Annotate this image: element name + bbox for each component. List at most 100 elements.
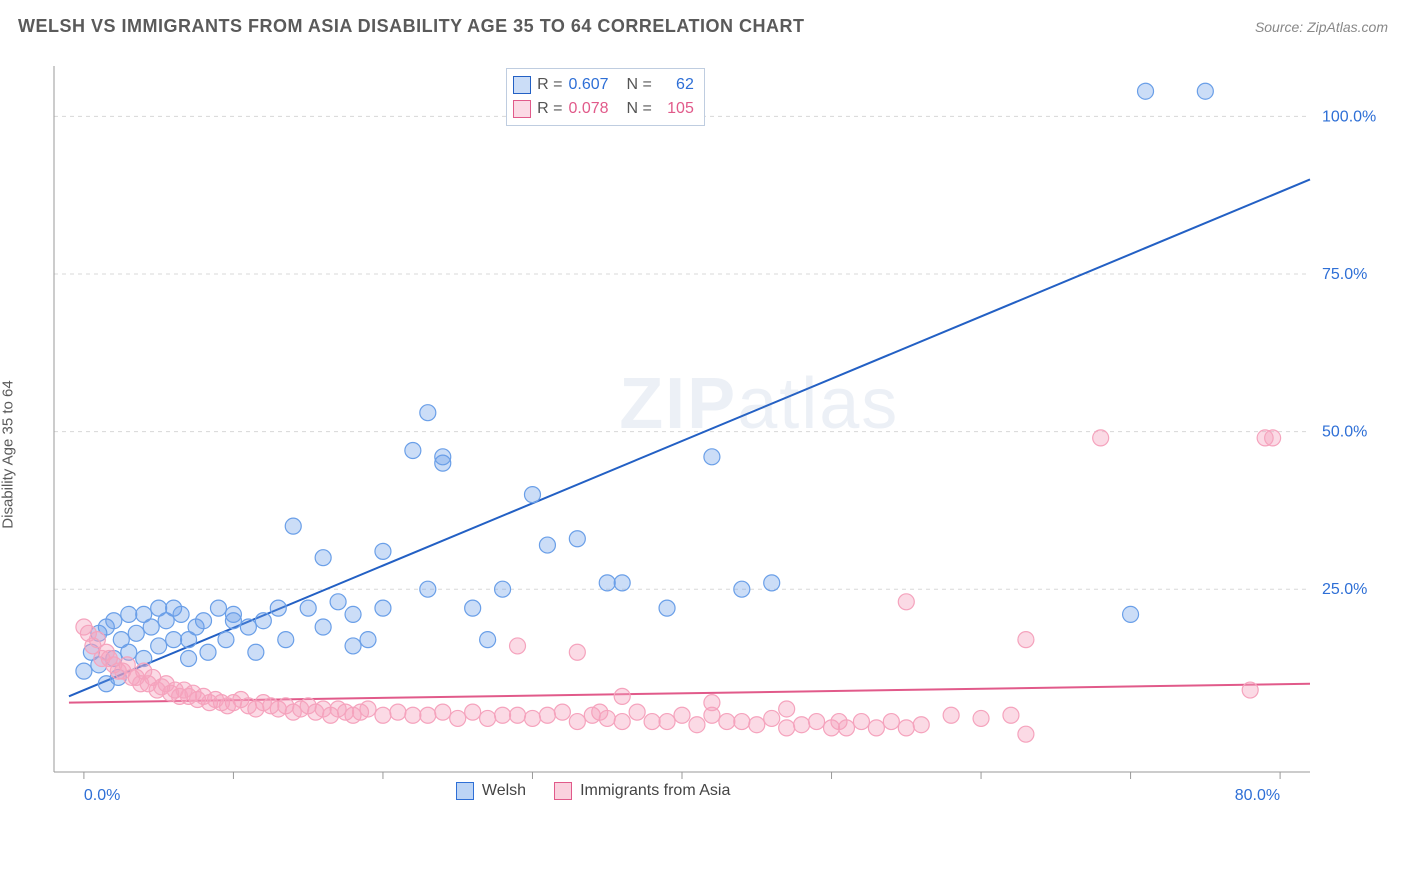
data-point bbox=[76, 663, 92, 679]
data-point bbox=[898, 594, 914, 610]
stat-n-label: N = bbox=[627, 100, 652, 118]
data-point bbox=[1003, 707, 1019, 723]
data-point bbox=[1093, 430, 1109, 446]
data-point bbox=[278, 632, 294, 648]
data-point bbox=[420, 581, 436, 597]
data-point bbox=[599, 710, 615, 726]
data-point bbox=[868, 720, 884, 736]
data-point bbox=[853, 714, 869, 730]
data-point bbox=[524, 710, 540, 726]
data-point bbox=[569, 531, 585, 547]
data-point bbox=[704, 695, 720, 711]
data-point bbox=[200, 644, 216, 660]
legend-item: Welsh bbox=[456, 782, 526, 800]
data-point bbox=[794, 717, 810, 733]
data-point bbox=[539, 537, 555, 553]
data-point bbox=[1018, 632, 1034, 648]
data-point bbox=[255, 613, 271, 629]
data-point bbox=[524, 487, 540, 503]
y-tick-label: 50.0% bbox=[1322, 424, 1367, 441]
data-point bbox=[495, 581, 511, 597]
series-legend: Welsh Immigrants from Asia bbox=[456, 782, 730, 800]
scatter-chart: 25.0%50.0%75.0%100.0%0.0%80.0% bbox=[48, 56, 1380, 826]
data-point bbox=[285, 518, 301, 534]
legend-swatch bbox=[456, 782, 474, 800]
data-point bbox=[480, 710, 496, 726]
stat-n-value: 62 bbox=[658, 76, 694, 94]
data-point bbox=[749, 717, 765, 733]
data-point bbox=[270, 600, 286, 616]
data-point bbox=[480, 632, 496, 648]
data-point bbox=[1123, 606, 1139, 622]
stat-n-value: 105 bbox=[658, 100, 694, 118]
stat-r-label: R = bbox=[537, 100, 562, 118]
data-point bbox=[173, 606, 189, 622]
data-point bbox=[764, 710, 780, 726]
data-point bbox=[599, 575, 615, 591]
legend-swatch bbox=[513, 100, 531, 118]
data-point bbox=[218, 632, 234, 648]
regression-line bbox=[69, 684, 1310, 703]
stat-r-value: 0.078 bbox=[569, 100, 621, 118]
data-point bbox=[913, 717, 929, 733]
data-point bbox=[779, 720, 795, 736]
data-point bbox=[704, 449, 720, 465]
data-point bbox=[106, 613, 122, 629]
data-point bbox=[465, 600, 481, 616]
data-point bbox=[1018, 726, 1034, 742]
y-tick-label: 25.0% bbox=[1322, 581, 1367, 598]
data-point bbox=[435, 704, 451, 720]
data-point bbox=[614, 714, 630, 730]
data-point bbox=[838, 720, 854, 736]
data-point bbox=[659, 600, 675, 616]
legend-label: Immigrants from Asia bbox=[580, 782, 730, 800]
data-point bbox=[674, 707, 690, 723]
data-point bbox=[315, 619, 331, 635]
x-tick-label: 80.0% bbox=[1235, 787, 1280, 804]
chart-title: WELSH VS IMMIGRANTS FROM ASIA DISABILITY… bbox=[18, 16, 805, 37]
data-point bbox=[248, 644, 264, 660]
data-point bbox=[779, 701, 795, 717]
data-point bbox=[764, 575, 780, 591]
data-point bbox=[181, 651, 197, 667]
data-point bbox=[510, 707, 526, 723]
data-point bbox=[973, 710, 989, 726]
data-point bbox=[375, 543, 391, 559]
data-point bbox=[943, 707, 959, 723]
data-point bbox=[614, 575, 630, 591]
legend-swatch bbox=[513, 76, 531, 94]
x-tick-label: 0.0% bbox=[84, 787, 120, 804]
data-point bbox=[898, 720, 914, 736]
data-point bbox=[375, 707, 391, 723]
data-point bbox=[644, 714, 660, 730]
data-point bbox=[330, 594, 346, 610]
stats-legend: R =0.607N =62R =0.078N =105 bbox=[506, 68, 705, 126]
data-point bbox=[554, 704, 570, 720]
data-point bbox=[375, 600, 391, 616]
data-point bbox=[345, 638, 361, 654]
data-point bbox=[435, 449, 451, 465]
data-point bbox=[420, 707, 436, 723]
data-point bbox=[629, 704, 645, 720]
data-point bbox=[300, 600, 316, 616]
stats-legend-row: R =0.607N =62 bbox=[513, 73, 694, 97]
y-tick-label: 75.0% bbox=[1322, 266, 1367, 283]
data-point bbox=[510, 638, 526, 654]
data-point bbox=[883, 714, 899, 730]
data-point bbox=[734, 581, 750, 597]
data-point bbox=[809, 714, 825, 730]
data-point bbox=[569, 644, 585, 660]
data-point bbox=[151, 638, 167, 654]
data-point bbox=[1197, 83, 1213, 99]
data-point bbox=[225, 606, 241, 622]
data-point bbox=[405, 707, 421, 723]
data-point bbox=[345, 606, 361, 622]
data-point bbox=[405, 443, 421, 459]
stat-n-label: N = bbox=[627, 76, 652, 94]
source-attribution: Source: ZipAtlas.com bbox=[1255, 19, 1388, 35]
data-point bbox=[390, 704, 406, 720]
legend-label: Welsh bbox=[482, 782, 526, 800]
data-point bbox=[659, 714, 675, 730]
data-point bbox=[719, 714, 735, 730]
y-axis-label: Disability Age 35 to 64 bbox=[0, 380, 17, 528]
